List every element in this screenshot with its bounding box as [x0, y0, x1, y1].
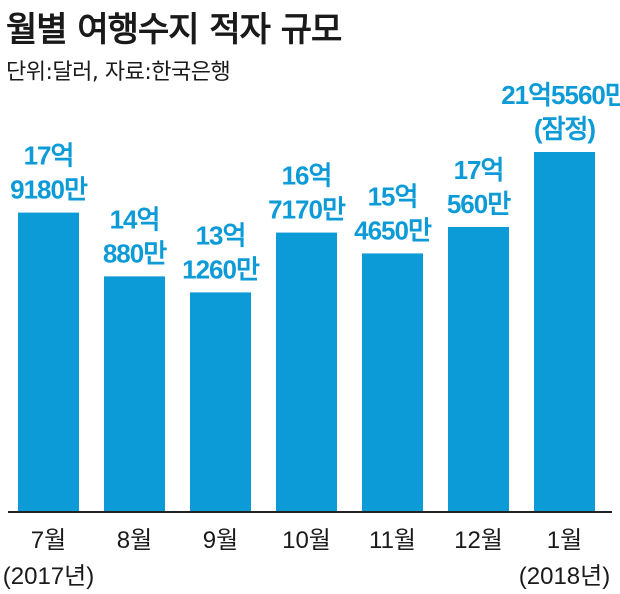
- bar-5: [362, 253, 423, 511]
- x-tick-label-1: 7월: [31, 527, 66, 554]
- bar-3-value-label-line-2: 1260만: [182, 254, 260, 284]
- x-tick-label-4: 10월: [282, 527, 331, 554]
- x-tick-label-6: 12월: [454, 527, 503, 554]
- bar-1-value-label-line-2: 9180만: [10, 175, 88, 205]
- bar-2-value-label-line-2: 880만: [103, 238, 167, 268]
- bar-3: [190, 292, 251, 511]
- bar-2-value-label-line-1: 14억: [110, 204, 160, 234]
- chart-title: 월별 여행수지 적자 규모: [6, 10, 342, 50]
- bar-5-value-label-line-1: 15억: [368, 181, 418, 211]
- bar-7: [534, 152, 595, 511]
- bar-1-value-label-line-1: 17억: [24, 141, 74, 171]
- bar-6: [448, 226, 509, 511]
- bar-6-value-label-line-2: 560만: [447, 189, 511, 219]
- bar-4-value-label-line-2: 7170만: [268, 195, 346, 225]
- bar-4: [276, 232, 337, 511]
- x-tick-label-5: 11월: [369, 527, 416, 554]
- bar-4-value-label-line-1: 16억: [282, 161, 332, 191]
- chart-subtitle: 단위:달러, 자료:한국은행: [6, 60, 231, 85]
- bar-6-value-label-line-1: 17억: [454, 155, 504, 185]
- bar-5-value-label-line-2: 4650만: [354, 215, 432, 245]
- x-tick-label-7: 1월: [547, 527, 582, 554]
- bar-1: [18, 212, 79, 512]
- bar-7-value-label-line-2: (잠정): [534, 114, 595, 144]
- x-tick-year-1: (2017년): [3, 563, 94, 590]
- x-tick-label-3: 9월: [203, 527, 238, 554]
- bar-7-value-label-line-1: 21억5560만: [501, 80, 620, 110]
- x-tick-label-2: 8월: [117, 527, 152, 554]
- x-tick-year-7: (2018년): [519, 563, 610, 590]
- bar-2: [104, 276, 165, 511]
- bar-3-value-label-line-1: 13억: [196, 220, 246, 250]
